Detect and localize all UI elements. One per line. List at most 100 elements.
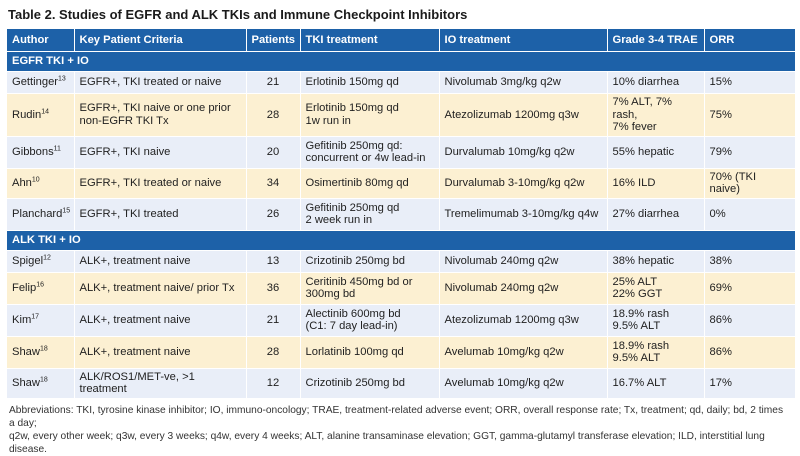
- trae-line: 16.7% ALT: [612, 376, 667, 389]
- trae-line: 18.9% rash: [612, 307, 670, 320]
- patients-cell: 13: [246, 249, 301, 272]
- tki-line: 1w run in: [305, 114, 351, 127]
- patients-cell: 20: [246, 135, 301, 168]
- patients-cell: 21: [246, 71, 301, 94]
- io-cell: Durvalumab 3-10mg/kg q2w: [439, 167, 608, 198]
- tki-cell: Osimertinib 80mg qd: [300, 167, 440, 198]
- criteria-line: EGFR+, TKI treated: [79, 207, 179, 220]
- column-header-orr: ORR: [704, 29, 796, 52]
- table-row: Planchard15 EGFR+, TKI treated 26 Gefitinib…: [7, 197, 796, 230]
- tki-cell: Erlotinib 150mg qd 1w run in: [300, 93, 440, 136]
- criteria-line: ALK+, treatment naive: [79, 345, 191, 358]
- tki-cell: Gefitinib 250mg qd: concurrent or 4w lead…: [300, 135, 440, 168]
- criteria-line: ALK+, treatment naive: [79, 254, 191, 267]
- tki-line: Erlotinib 150mg qd: [305, 76, 399, 89]
- tki-line: Crizotinib 250mg bd: [305, 254, 406, 267]
- trae-line: 55% hepatic: [612, 145, 675, 158]
- tki-cell: Ceritinib 450mg bd or 300mg bd: [300, 271, 440, 304]
- author-cell: Gibbons11: [7, 135, 75, 168]
- orr-cell: 86%: [704, 303, 796, 336]
- column-header-criteria: Key Patient Criteria: [74, 29, 247, 52]
- trae-cell: 38% hepatic: [607, 249, 705, 272]
- io-cell: Nivolumab 240mg q2w: [439, 271, 608, 304]
- author-cell: Shaw18: [7, 335, 75, 368]
- table-row: Gettinger13 EGFR+, TKI treated or naive 21…: [7, 71, 796, 94]
- section-row: EGFR TKI + IO: [7, 51, 796, 72]
- orr-cell: 75%: [704, 93, 796, 136]
- author-name: Rudin: [12, 108, 42, 121]
- criteria-cell: ALK/ROS1/MET-ve, >1 treatment: [74, 367, 247, 398]
- tki-line: 2 week run in: [305, 214, 373, 226]
- patients-cell: 21: [246, 303, 301, 336]
- patients-cell: 28: [246, 335, 301, 368]
- patients-cell: 34: [246, 167, 301, 198]
- author-name: Ahn: [12, 176, 32, 189]
- reference-number: 11: [53, 145, 61, 153]
- author-cell: Rudin14: [7, 93, 75, 136]
- orr-cell: 70% (TKI naive): [704, 167, 796, 198]
- reference-number: 10: [31, 176, 40, 184]
- reference-number: 15: [62, 207, 71, 215]
- section-label: EGFR TKI + IO: [7, 51, 796, 72]
- footnote: Abbreviations: TKI, tyrosine kinase inhi…: [9, 404, 791, 456]
- author-name: Planchard: [12, 207, 63, 220]
- studies-table: Author Key Patient Criteria Patients TKI…: [7, 29, 796, 398]
- tki-line: Gefitinib 250mg qd: [305, 201, 400, 214]
- trae-line: 16% ILD: [612, 176, 656, 189]
- orr-cell: 69%: [704, 271, 796, 304]
- author-name: Gibbons: [12, 145, 54, 158]
- tki-line: 300mg bd: [305, 288, 356, 300]
- column-header-trae: Grade 3-4 TRAE: [607, 29, 705, 52]
- table-row: Rudin14 EGFR+, TKI naive or one prior non-…: [7, 93, 796, 136]
- trae-cell: 10% diarrhea: [607, 71, 705, 94]
- author-name: Shaw: [12, 376, 40, 389]
- orr-cell: 79%: [704, 135, 796, 168]
- trae-line: 9.5% ALT: [612, 320, 661, 332]
- table-row: Gibbons11 EGFR+, TKI naive 20 Gefitinib 250…: [7, 135, 796, 168]
- author-cell: Planchard15: [7, 197, 75, 230]
- criteria-line: EGFR+, TKI naive: [79, 145, 171, 158]
- table-row: Shaw18 ALK+, treatment naive 28 Lorlatinib …: [7, 335, 796, 368]
- reference-number: 17: [31, 313, 40, 321]
- tki-cell: Gefitinib 250mg qd 2 week run in: [300, 197, 440, 230]
- tki-line: (C1: 7 day lead-in): [305, 320, 398, 332]
- reference-number: 18: [40, 376, 48, 384]
- section-row: ALK TKI + IO: [7, 229, 796, 250]
- trae-cell: 16.7% ALT: [607, 367, 705, 398]
- reference-number: 14: [41, 107, 50, 115]
- criteria-line: ALK+, treatment naive: [79, 313, 191, 326]
- author-name: Spigel: [12, 254, 44, 267]
- trae-cell: 7% ALT, 7% rash, 7% fever: [607, 93, 705, 136]
- footnote-line: q2w, every other week; q3w, every 3 week…: [9, 430, 765, 455]
- table-title: Table 2. Studies of EGFR and ALK TKIs an…: [8, 7, 468, 22]
- column-header-patients: Patients: [246, 29, 301, 52]
- criteria-line: non-EGFR TKI Tx: [79, 114, 169, 127]
- reference-number: 16: [36, 281, 45, 289]
- io-cell: Avelumab 10mg/kg q2w: [439, 335, 608, 368]
- trae-cell: 27% diarrhea: [607, 197, 705, 230]
- criteria-line: EGFR+, TKI naive or one prior: [79, 102, 231, 115]
- table-row: Felip16 ALK+, treatment naive/ prior Tx 36…: [7, 271, 796, 304]
- section-label: ALK TKI + IO: [7, 229, 796, 250]
- trae-cell: 18.9% rash 9.5% ALT: [607, 303, 705, 336]
- trae-line: 7% ALT, 7% rash,: [612, 96, 673, 121]
- column-header-author: Author: [7, 29, 75, 52]
- author-name: Shaw: [12, 345, 40, 358]
- io-cell: Durvalumab 10mg/kg q2w: [439, 135, 608, 168]
- io-cell: Nivolumab 240mg q2w: [439, 249, 608, 272]
- page: Table 2. Studies of EGFR and ALK TKIs an…: [7, 7, 796, 455]
- author-cell: Ahn10: [7, 167, 75, 198]
- author-name: Felip: [12, 281, 37, 294]
- criteria-cell: ALK+, treatment naive/ prior Tx: [74, 271, 247, 304]
- tki-cell: Crizotinib 250mg bd: [300, 249, 440, 272]
- criteria-line: ALK+, treatment naive/ prior Tx: [79, 281, 235, 294]
- criteria-cell: EGFR+, TKI treated or naive: [74, 71, 247, 94]
- tki-line: Lorlatinib 100mg qd: [305, 345, 404, 358]
- trae-cell: 16% ILD: [607, 167, 705, 198]
- reference-number: 12: [43, 254, 51, 262]
- criteria-cell: EGFR+, TKI treated or naive: [74, 167, 247, 198]
- patients-cell: 28: [246, 93, 301, 136]
- author-name: Gettinger: [12, 76, 59, 89]
- trae-line: 10% diarrhea: [612, 76, 680, 89]
- trae-line: 25% ALT: [612, 275, 658, 288]
